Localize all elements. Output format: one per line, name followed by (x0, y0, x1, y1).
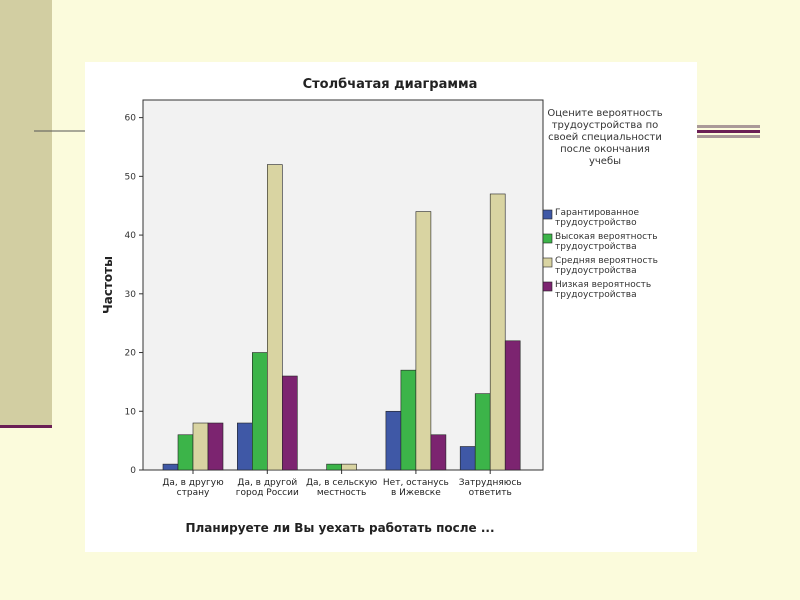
bar (400, 369, 417, 471)
x-tick-label: Да, в сельскую местность (305, 478, 378, 498)
x-tick-label: Да, в другую страну (162, 478, 224, 498)
legend-label: Низкая вероятность трудоустройства (555, 280, 652, 300)
x-tick-label: Затрудняюсь ответить (458, 478, 522, 498)
legend-swatch (542, 209, 553, 220)
y-tick-label: 40 (125, 231, 137, 241)
y-tick-label: 20 (125, 349, 137, 359)
legend-swatch (542, 233, 553, 244)
side-band-line (0, 425, 52, 428)
bar (326, 463, 342, 471)
bar (459, 446, 476, 471)
bar (489, 193, 506, 471)
y-tick-label: 30 (125, 290, 137, 300)
bar (385, 410, 402, 471)
x-tick-label: Да, в другой город России (235, 478, 299, 498)
side-band (0, 0, 52, 425)
bar (177, 434, 194, 471)
x-tick-label: Нет, останусь в Ижевске (382, 478, 449, 498)
bar (474, 393, 491, 471)
bar (281, 375, 298, 471)
y-tick-label: 50 (125, 172, 137, 182)
y-tick-label: 10 (125, 407, 137, 417)
bar (192, 422, 209, 471)
bar (341, 463, 357, 471)
legend-label: Средняя вероятность трудоустройства (555, 256, 658, 276)
deco-stripe (690, 135, 760, 138)
x-axis-title: Планируете ли Вы уехать работать после .… (185, 521, 494, 535)
bar (252, 352, 268, 471)
bar (504, 340, 521, 471)
legend-label: Высокая вероятность трудоустройства (555, 232, 658, 252)
bar (237, 422, 253, 471)
chart-title: Столбчатая диаграмма (303, 77, 478, 92)
y-tick-label: 0 (130, 466, 136, 476)
bar (207, 422, 224, 471)
bar (266, 164, 283, 471)
bar (415, 211, 432, 471)
y-axis-title: Частоты (101, 256, 115, 314)
bar (162, 463, 179, 471)
legend-swatch (542, 257, 553, 268)
deco-stripe (690, 130, 760, 133)
bar (430, 434, 447, 471)
legend-title: Оцените вероятность трудоустройства по с… (547, 108, 663, 167)
deco-stripe (690, 125, 760, 128)
legend-swatch (542, 281, 553, 292)
y-tick-label: 60 (125, 114, 137, 124)
legend-label: Гарантированное трудоустройство (555, 208, 640, 228)
